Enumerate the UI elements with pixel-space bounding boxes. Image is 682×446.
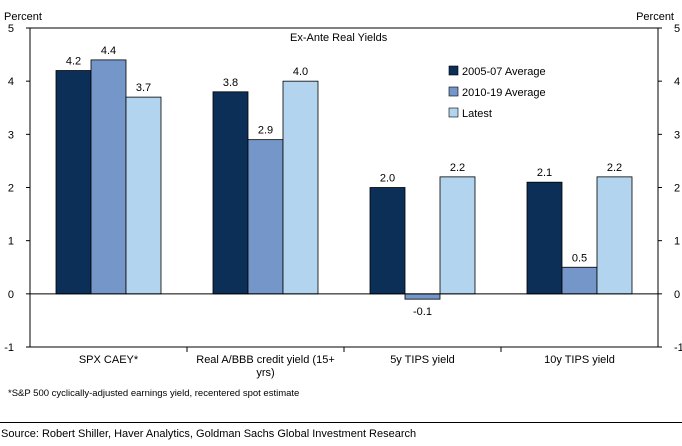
y-tick-label-left: 3	[8, 129, 14, 141]
data-label: 2.9	[258, 125, 273, 137]
category-label: 10y TIPS yield	[544, 354, 615, 366]
bar	[282, 80, 319, 295]
legend-swatch	[448, 86, 459, 97]
bar	[596, 176, 633, 295]
category-label: Real A/BBB credit yield (15+ yrs)	[196, 354, 335, 379]
legend-label: 2010-19 Average	[462, 87, 546, 99]
bar	[90, 59, 127, 295]
y-axis-left-label: Percent	[4, 11, 42, 23]
y-tick-label-right: 2	[674, 183, 680, 195]
y-tick-label-left: 2	[8, 183, 14, 195]
y-tick-label-right: 1	[674, 236, 680, 248]
bar	[439, 176, 476, 295]
data-label: 3.7	[136, 82, 151, 94]
bar	[212, 91, 249, 295]
data-label: 4.2	[66, 56, 81, 68]
source-note: Source: Robert Shiller, Haver Analytics,…	[1, 428, 417, 440]
bar	[404, 293, 441, 300]
chart-title: Ex-Ante Real Yields	[290, 32, 388, 44]
bar	[55, 70, 92, 295]
legend-swatch	[448, 107, 459, 118]
bar-labels: 4.2 3.8 2.0 2.1 4.4 2.9 -0.1 0.5 3.7 4.0 2.2 2.2	[66, 45, 622, 318]
legend-label: 2005-07 Average	[462, 66, 546, 78]
bar	[369, 187, 406, 295]
y-tick-label-left: 5	[8, 23, 14, 35]
data-label: 2.2	[607, 162, 622, 174]
legend: 2005-07 Average 2010-19 Average Latest	[448, 65, 546, 120]
data-label: 0.5	[572, 252, 587, 264]
data-label: 4.0	[293, 66, 308, 78]
data-label: 2.0	[380, 173, 395, 185]
category-label: 5y TIPS yield	[390, 354, 455, 366]
y-tick-label-right: 4	[674, 76, 680, 88]
category-label: SPX CAEY*	[79, 354, 139, 366]
y-tick-label-left: -1	[4, 342, 14, 354]
footnote: *S&P 500 cyclically-adjusted earnings yi…	[8, 388, 300, 399]
source-divider	[0, 422, 682, 423]
bars	[55, 59, 633, 300]
y-tick-label-right: 0	[674, 289, 680, 301]
y-tick-label-right: 5	[674, 23, 680, 35]
y-tick-label-right: -1	[674, 342, 682, 354]
y-tick-label-left: 1	[8, 236, 14, 248]
data-label: 4.4	[101, 45, 116, 57]
data-label: -0.1	[413, 306, 432, 318]
bar	[561, 266, 598, 295]
data-label: 3.8	[223, 77, 238, 89]
y-tick-label-right: 3	[674, 129, 680, 141]
bar	[526, 181, 563, 295]
y-tick-label-left: 4	[8, 76, 14, 88]
legend-label: Latest	[462, 108, 492, 120]
y-axis-right-label: Percent	[636, 11, 674, 23]
legend-swatch	[448, 65, 459, 76]
bar	[247, 139, 284, 295]
bar	[125, 96, 162, 295]
category-labels: SPX CAEY* Real A/BBB credit yield (15+ yrs…	[79, 347, 615, 379]
axis-ticks: -1 -1 0 0 1 1 2 2 3 3 4 4 5 5	[4, 23, 682, 354]
data-label: 2.2	[450, 162, 465, 174]
data-label: 2.1	[537, 167, 552, 179]
y-tick-label-left: 0	[8, 289, 14, 301]
